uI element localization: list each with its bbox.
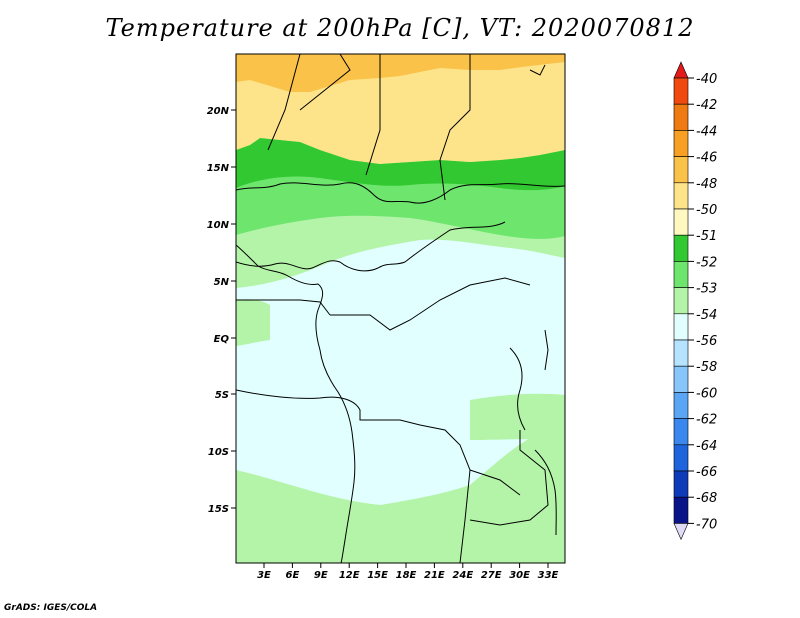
colorbar-label: -64 — [696, 439, 717, 454]
colorbar-segment — [673, 156, 689, 184]
colorbar-label: -66 — [696, 465, 717, 480]
coastline — [236, 64, 557, 563]
colorbar-segment — [673, 313, 689, 341]
colorbar-label: -70 — [696, 517, 717, 532]
colorbar-segment — [673, 392, 689, 419]
lon-label: 9E — [314, 570, 328, 581]
colorbar-label: -60 — [696, 386, 717, 401]
colorbar-label: -44 — [696, 124, 717, 139]
lat-label: 5S — [215, 390, 229, 401]
colorbar-label: -56 — [696, 334, 717, 349]
lon-label: 3E — [257, 570, 271, 581]
colorbar-segment — [673, 261, 689, 288]
grads-credit: GrADS: IGES/COLA — [4, 603, 98, 613]
map-frame — [235, 53, 566, 564]
colorbar-label: -40 — [696, 72, 717, 87]
colorbar-segment — [673, 444, 689, 472]
lat-label: 5N — [214, 277, 230, 288]
lon-label: 24E — [452, 570, 473, 581]
colorbar-segment — [673, 470, 689, 498]
colorbar-label: -62 — [696, 413, 717, 428]
map-title: Temperature at 200hPa [C], VT: 202007081… — [105, 14, 695, 42]
lat-label: 15N — [207, 163, 230, 174]
colorbar-cap-bottom — [673, 523, 689, 541]
colorbar-label: -54 — [696, 308, 717, 323]
colorbar-segment — [673, 339, 689, 367]
colorbar-segment — [673, 182, 689, 210]
lon-label: 6E — [286, 570, 300, 581]
region-light-green-left — [236, 299, 270, 346]
region-orange — [236, 54, 565, 92]
lat-label: 20N — [207, 106, 230, 117]
colorbar-label: -58 — [696, 360, 717, 375]
lon-label: 21E — [424, 570, 445, 581]
colorbar-label: -51 — [696, 229, 717, 244]
colorbar-segment — [673, 208, 689, 236]
lon-label: 15E — [367, 570, 388, 581]
lon-label: 12E — [339, 570, 360, 581]
colorbar-segment — [673, 418, 689, 446]
colorbar-label: -46 — [696, 151, 717, 166]
colorbar-segment — [673, 234, 689, 262]
colorbar-segment — [673, 365, 689, 393]
region-light-green-se — [470, 393, 565, 440]
region-light-green-lower — [236, 425, 565, 563]
lat-label: 10N — [207, 220, 230, 231]
colorbar-label: -42 — [696, 98, 717, 113]
lon-label: 30E — [509, 570, 530, 581]
longitude-axis: 3E 6E 9E 12E 15E 18E 21E 24E 27E 30E 33E — [257, 563, 559, 581]
colorbar-segment — [673, 77, 689, 105]
lon-label: 27E — [481, 570, 502, 581]
colorbar-segment — [673, 103, 689, 131]
colorbar-label: -52 — [696, 255, 717, 270]
latitude-axis: 20N 15N 10N 5N EQ 5S 10S 15S — [207, 106, 236, 515]
colorbar-segment — [673, 130, 689, 157]
lat-label: 15S — [208, 504, 229, 515]
colorbar-label: -53 — [696, 282, 717, 297]
colorbar-segment — [673, 496, 689, 524]
lat-label: 10S — [208, 447, 229, 458]
colorbar-label: -50 — [696, 203, 717, 218]
temperature-field — [236, 54, 565, 563]
colorbar-segment — [673, 287, 689, 315]
colorbar-label: -68 — [696, 491, 717, 506]
colorbar-label: -48 — [696, 177, 717, 192]
region-dark-green — [236, 138, 565, 191]
country-borders — [236, 54, 565, 563]
colorbar-cap-top — [673, 61, 689, 79]
lat-label: EQ — [214, 334, 230, 345]
colorbar: -40 -42 -44 -46 -48 -50 -51 -52 -53 -54 -56 -58 -60 -… — [673, 61, 717, 541]
lon-label: 33E — [538, 570, 559, 581]
lon-label: 18E — [396, 570, 417, 581]
